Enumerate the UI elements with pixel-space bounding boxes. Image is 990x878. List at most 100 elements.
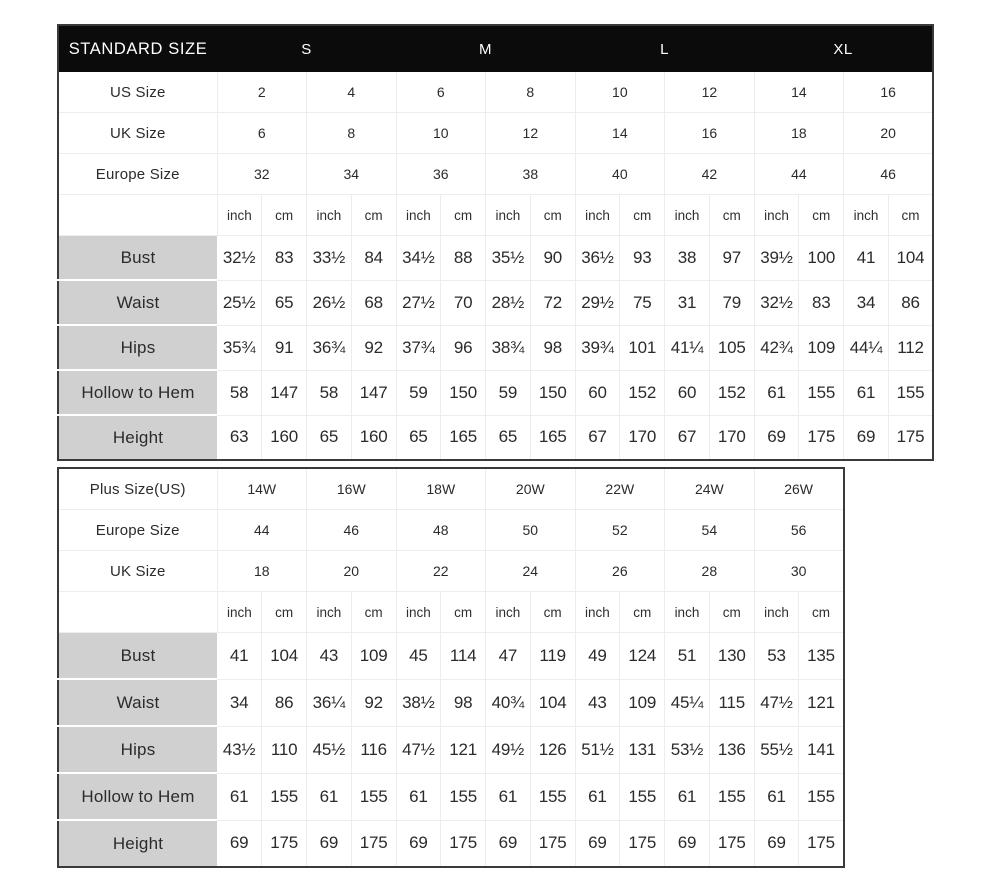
plus-unit-row: inch cm inch cm inch cm inch cm inch cm inch cm inch… <box>58 591 844 633</box>
plus-unit-inch-8: inch <box>575 591 621 633</box>
plus-row-bust: Bust 41 104 43 109 45 114 47 119 49 124 51 130 53 135 <box>58 632 844 680</box>
plus-height-cm-1: 175 <box>351 820 397 867</box>
standard-table-body: STANDARD SIZE S M L XL US Size 2 4 6 8 10 12 14 16 UK … <box>58 25 934 460</box>
standard-row-us-size: US Size 2 4 6 8 10 12 14 16 <box>58 72 934 113</box>
plus-height-cm-6: 175 <box>807 833 835 853</box>
standard-hips-cm-5: 105 <box>709 325 755 371</box>
standard-hips-inch-3: 38¾ <box>485 325 531 371</box>
plus-unit-cm-1: cm <box>261 591 308 633</box>
plus-bust-cm-4: 124 <box>619 632 666 680</box>
standard-waist-cm-0: 65 <box>261 280 307 326</box>
standard-europe-size-6: 44 <box>754 153 845 195</box>
standard-height-inch-0: 63 <box>217 415 263 460</box>
plus-unit-inch-6: inch <box>485 591 531 633</box>
standard-row-height: Height 63 160 65 160 65 165 65 165 67 170 67 170 69 17… <box>58 415 933 460</box>
standard-bust-inch-3: 35½ <box>485 235 531 281</box>
standard-us-size-5: 12 <box>664 72 755 113</box>
standard-us-size-0: 2 <box>217 72 307 113</box>
standard-waist-cm-6: 83 <box>798 280 845 326</box>
standard-waist-cm-2: 70 <box>440 280 487 326</box>
standard-waist-cm-4: 75 <box>619 280 666 326</box>
row-label-europe-size: Europe Size <box>58 509 218 551</box>
standard-waist-inch-5: 31 <box>664 280 710 326</box>
plus-hips-cm-2: 121 <box>440 726 487 774</box>
plus-hollow-to-hem-cm-1: 155 <box>351 773 397 821</box>
plus-hips-cm-5: 136 <box>709 726 755 774</box>
standard-hips-cm-7: 112 <box>888 325 934 371</box>
plus-hips-inch-5: 53½ <box>664 726 710 774</box>
standard-hollow-to-hem-cm-2: 150 <box>440 370 487 416</box>
standard-europe-size-3: 38 <box>485 153 576 195</box>
standard-waist-inch-7: 34 <box>843 280 889 326</box>
plus-uk-size-2: 22 <box>396 550 487 592</box>
row-label-bust: Bust <box>58 235 217 281</box>
plus-plus-size-us-2: 18W <box>396 468 487 510</box>
plus-plus-size-us-5: 24W <box>664 468 755 510</box>
standard-hips-inch-2: 37¾ <box>396 325 442 371</box>
plus-bust-cm-5: 130 <box>709 632 755 680</box>
plus-plus-size-us-4: 22W <box>575 468 666 510</box>
standard-uk-size-6: 18 <box>754 112 845 154</box>
standard-height-cm-3: 165 <box>530 415 576 460</box>
standard-height-cm-6: 175 <box>798 415 845 460</box>
standard-height-inch-1: 65 <box>306 415 352 460</box>
standard-height-inch-6: 69 <box>754 415 800 460</box>
standard-unit-row: inch cm inch cm inch cm inch cm inch cm inch cm inch… <box>58 194 934 236</box>
standard-height-inch-7: 69 <box>843 415 889 460</box>
standard-unit-cm-15: cm <box>888 194 934 236</box>
plus-height-cm-0: 175 <box>261 820 308 867</box>
standard-waist-inch-0: 25½ <box>217 280 263 326</box>
standard-banner-row: STANDARD SIZE S M L XL <box>58 25 934 72</box>
plus-row-plus-size-us: Plus Size(US) 14W 16W 18W 20W 22W 24W 26W <box>58 468 844 510</box>
plus-unit-inch-4: inch <box>396 591 442 633</box>
plus-height-inch-5: 69 <box>664 820 710 867</box>
standard-hollow-to-hem-cm-6: 155 <box>798 370 845 416</box>
plus-europe-size-2: 48 <box>396 509 487 551</box>
standard-unit-inch-14: inch <box>843 194 889 236</box>
standard-unit-inch-10: inch <box>664 194 710 236</box>
plus-plus-size-us-6: 26W <box>754 468 844 510</box>
plus-hollow-to-hem-inch-6: 61 <box>754 773 800 821</box>
standard-europe-size-4: 40 <box>575 153 666 195</box>
plus-unit-inch-12: inch <box>754 591 800 633</box>
plus-hips-cm-6: 141 <box>798 726 844 774</box>
standard-waist-inch-2: 27½ <box>396 280 442 326</box>
plus-unit-row-label <box>58 591 218 633</box>
plus-bust-inch-3: 47 <box>485 632 531 680</box>
standard-us-size-6: 14 <box>754 72 845 113</box>
banner-size-m: M <box>396 25 576 72</box>
plus-row-hollow-to-hem: Hollow to Hem 61 155 61 155 61 155 61 155 61 155 61… <box>58 773 844 821</box>
standard-height-inch-4: 67 <box>575 415 621 460</box>
plus-bust-inch-1: 43 <box>306 632 352 680</box>
standard-bust-cm-1: 84 <box>351 235 397 281</box>
standard-unit-inch-8: inch <box>575 194 621 236</box>
plus-table-body: Plus Size(US) 14W 16W 18W 20W 22W 24W 26W Europe… <box>58 468 844 867</box>
standard-uk-size-4: 14 <box>575 112 666 154</box>
plus-unit-cm-7: cm <box>530 591 576 633</box>
plus-hollow-to-hem-cm-6: 155 <box>798 773 844 821</box>
plus-unit-cm-13: cm <box>798 591 844 633</box>
plus-height-cm-2: 175 <box>440 820 487 867</box>
plus-hips-cm-1: 116 <box>351 726 397 774</box>
plus-unit-cm-5: cm <box>440 591 487 633</box>
standard-bust-inch-6: 39½ <box>754 235 800 281</box>
standard-height-cm-1: 160 <box>351 415 397 460</box>
plus-hollow-to-hem-cm-5: 155 <box>709 773 755 821</box>
plus-europe-size-3: 50 <box>485 509 576 551</box>
plus-hips-inch-0: 43½ <box>217 726 263 774</box>
plus-bust-inch-4: 49 <box>575 632 621 680</box>
standard-height-inch-2: 65 <box>396 415 442 460</box>
standard-hollow-to-hem-cm-7: 155 <box>888 370 934 416</box>
standard-bust-inch-1: 33½ <box>306 235 352 281</box>
row-label-plus-size-us: Plus Size(US) <box>58 468 218 510</box>
plus-hollow-to-hem-inch-0: 61 <box>217 773 263 821</box>
standard-hollow-to-hem-inch-7: 61 <box>843 370 889 416</box>
standard-waist-inch-4: 29½ <box>575 280 621 326</box>
standard-uk-size-0: 6 <box>217 112 307 154</box>
standard-hollow-to-hem-cm-3: 150 <box>530 370 576 416</box>
plus-hips-inch-4: 51½ <box>575 726 621 774</box>
plus-bust-cm-2: 114 <box>440 632 487 680</box>
plus-uk-size-6: 30 <box>754 550 844 592</box>
plus-bust-cm-6: 135 <box>798 632 844 680</box>
plus-height-cm-3: 175 <box>530 820 576 867</box>
